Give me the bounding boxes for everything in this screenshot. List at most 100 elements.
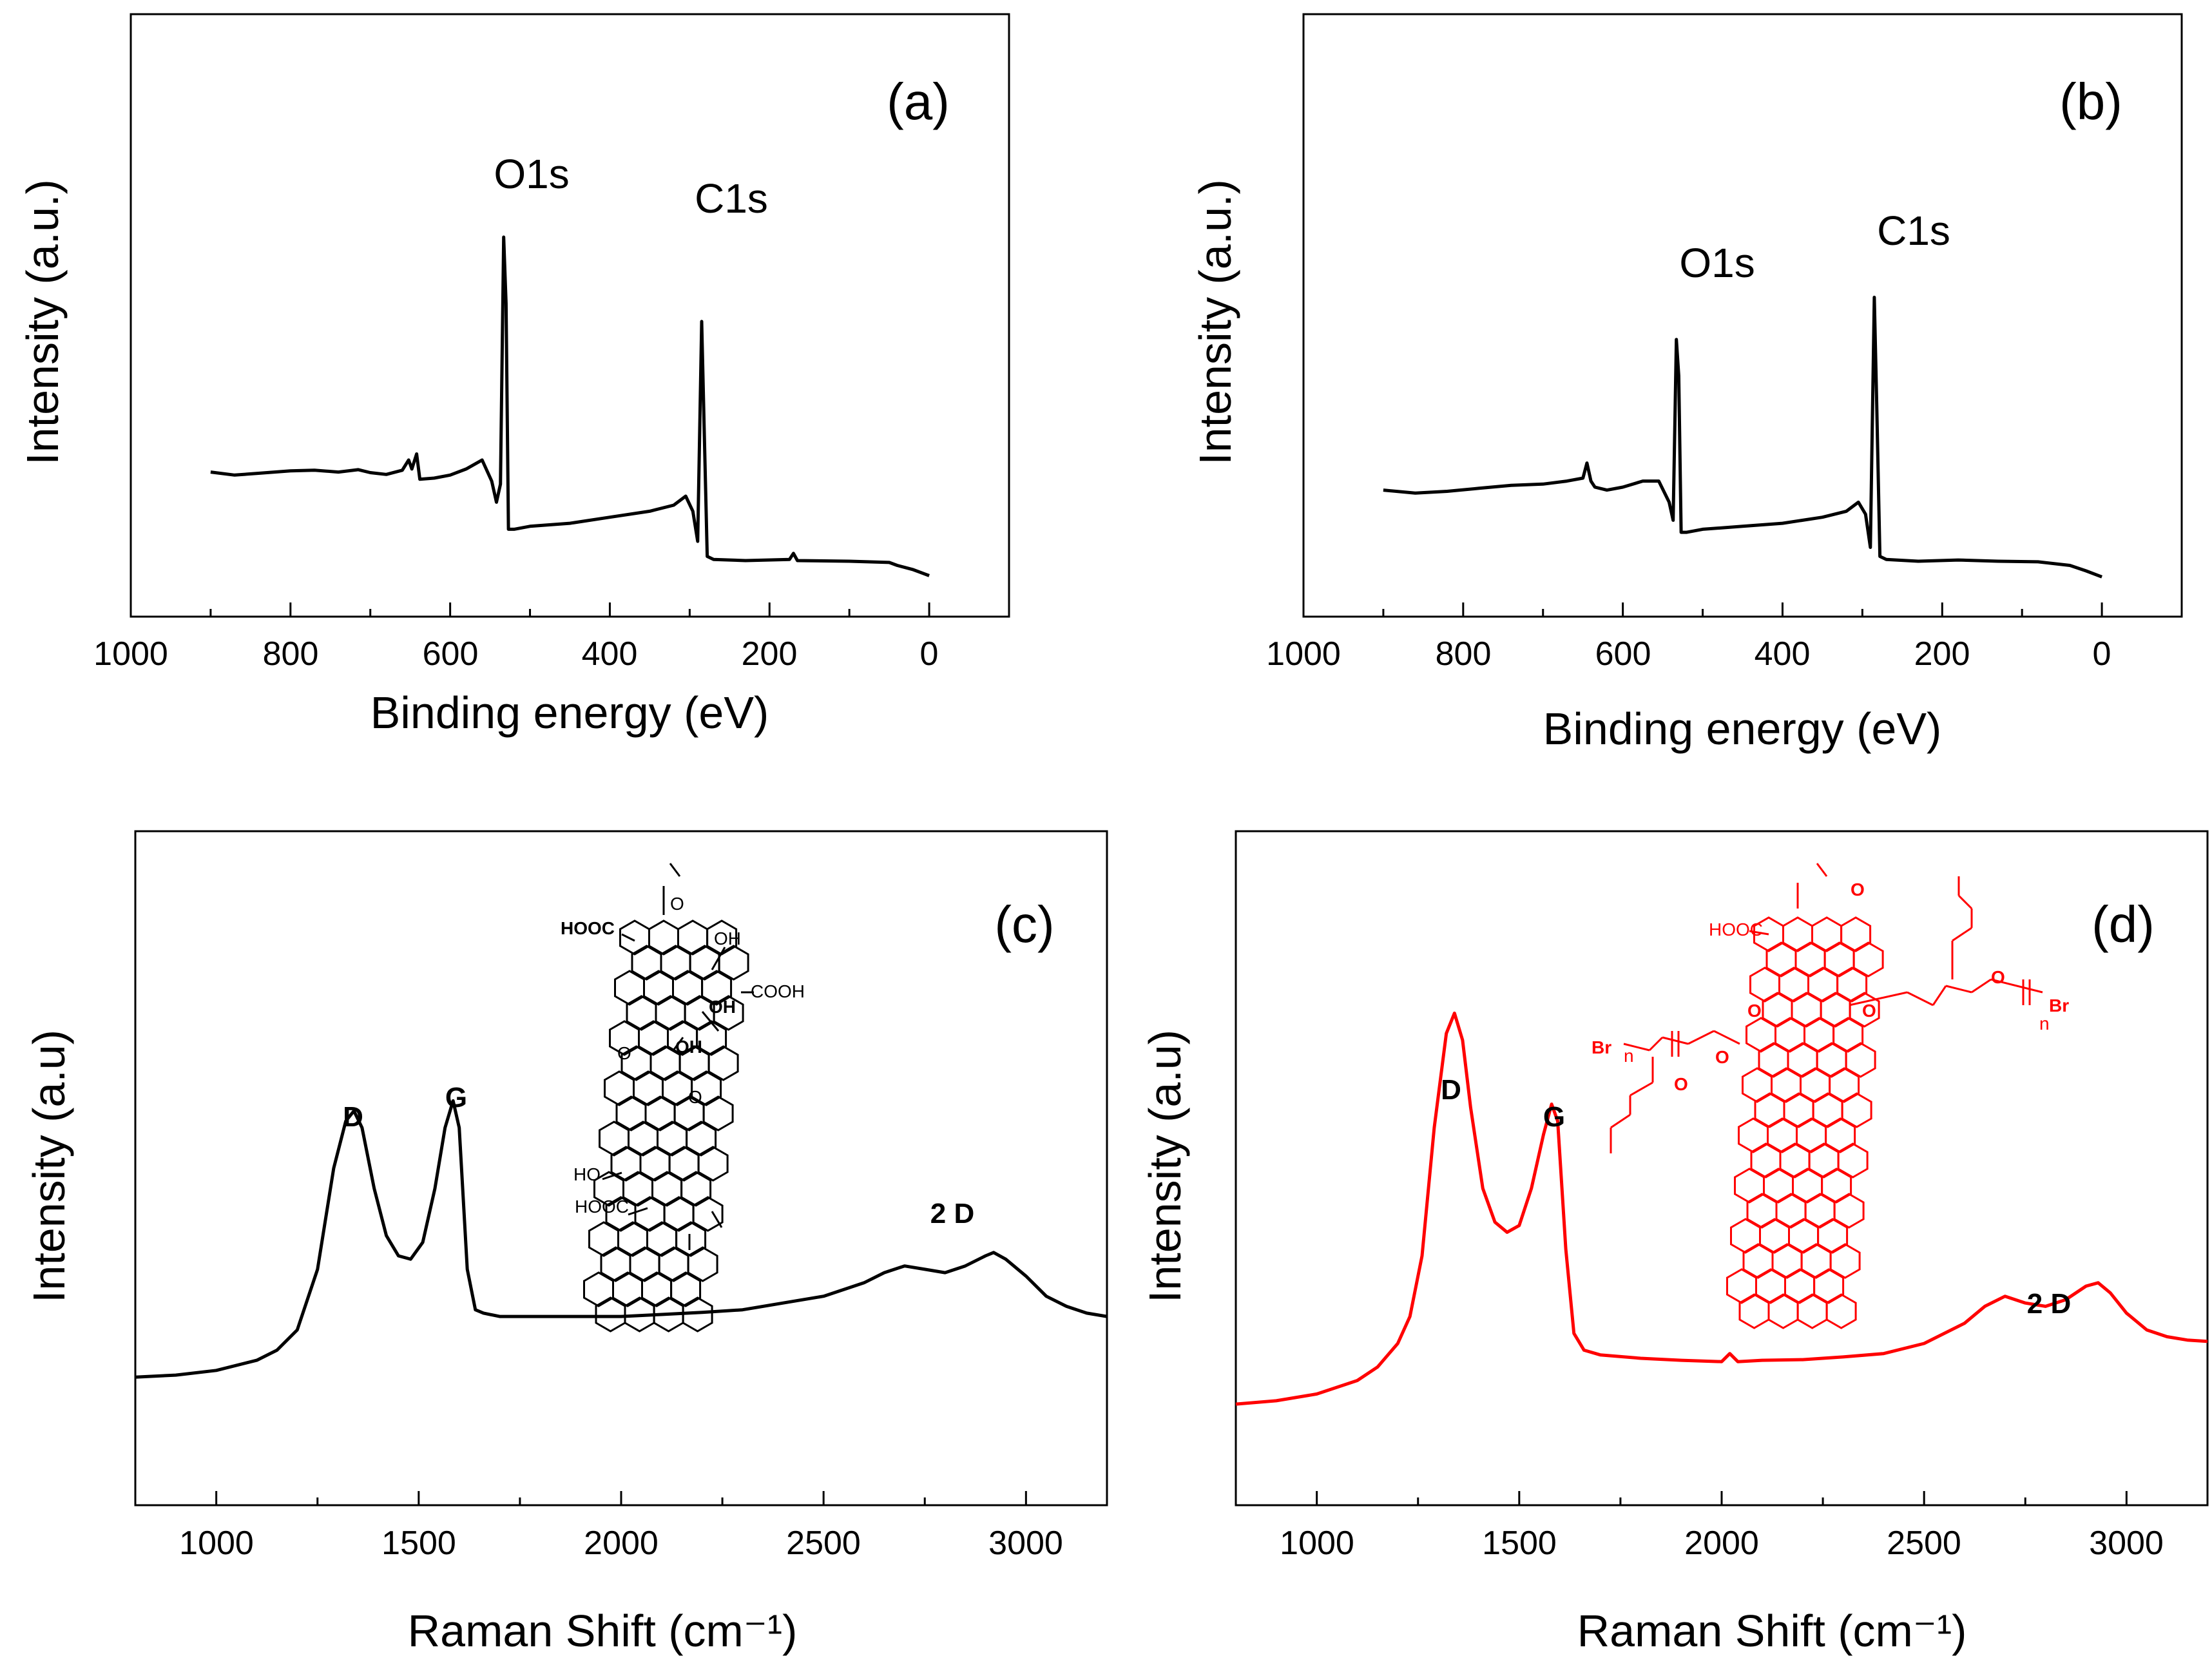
structure-label: O (617, 1043, 631, 1063)
x-tick-label: 200 (1914, 635, 1970, 673)
x-tick-label: 400 (1755, 635, 1811, 673)
ring-hexagon (1833, 1193, 1865, 1229)
ring-hexagon (682, 1296, 713, 1333)
x-tick-label: 2000 (584, 1525, 659, 1562)
x-tick-label: 1000 (179, 1525, 254, 1562)
ring-hexagon (691, 1070, 722, 1106)
x-tick-label: 800 (263, 635, 319, 673)
peak-label-g: G (445, 1082, 467, 1113)
bond-line (1816, 863, 1828, 877)
structure-label: O (688, 1087, 702, 1107)
structure-label: O (1851, 880, 1865, 900)
bond-line (1630, 1081, 1653, 1097)
bond-line (1610, 1113, 1631, 1129)
bond-line (1932, 985, 1947, 1006)
bond-line (628, 1207, 648, 1216)
peak-label-c1s: C1s (695, 175, 768, 222)
bond-line (701, 1011, 720, 1032)
x-ticks (130, 602, 1010, 617)
ring-hexagon (1813, 1268, 1845, 1304)
bond-line (1749, 930, 1769, 936)
bond-line (1648, 1036, 1664, 1052)
x-tick-label: 2500 (1887, 1525, 1961, 1562)
bond-line (1623, 1043, 1650, 1052)
structure-label: O (1991, 967, 2005, 987)
structure-label: O (1715, 1047, 1729, 1067)
panel-label: (a) (887, 73, 950, 130)
bond-line (1952, 927, 1972, 942)
x-tick-label: 1500 (1482, 1525, 1557, 1562)
bond-line (1849, 991, 1908, 1006)
ring-hexagon (701, 970, 733, 1006)
ring-hexagon (1829, 1067, 1860, 1103)
x-tick-label: 2500 (786, 1525, 861, 1562)
structure-label: OH (709, 997, 736, 1017)
bond-line (1688, 1030, 1715, 1045)
y-axis-title: Intensity (a.u.) (17, 179, 68, 465)
peak-label-o1s: O1s (1679, 240, 1755, 286)
peak-label-2d: 2 D (930, 1198, 974, 1229)
ring-hexagon (1821, 1168, 1852, 1204)
panel-b: 1000 800 600 400 200 0 Binding energy (e… (1190, 13, 2183, 754)
structure-label: O (1862, 1001, 1876, 1021)
bond-line (602, 1171, 622, 1180)
structure-label: O (1747, 1001, 1762, 1021)
x-tick-label: 200 (742, 635, 798, 673)
ring-hexagon (696, 1020, 727, 1056)
panel-label: (d) (2092, 896, 2155, 953)
x-ticks (215, 1491, 1027, 1505)
ring-hexagon (1837, 1142, 1869, 1179)
y-axis-title: Intensity (a.u) (24, 1030, 74, 1303)
x-tick-label: 400 (582, 635, 638, 673)
x-ticks (1316, 1491, 2128, 1505)
ring-hexagon (686, 1121, 717, 1157)
x-axis-title: Raman Shift (cm⁻¹) (408, 1606, 798, 1656)
bond-line (672, 1037, 684, 1051)
bond-line (1957, 894, 1973, 910)
ring-hexagon (1829, 1243, 1861, 1279)
x-tick-label: 800 (1436, 635, 1492, 673)
bond-line (1971, 978, 1992, 994)
structure-label: OH (675, 1037, 702, 1057)
ring-hexagon (680, 1171, 712, 1207)
panel-a: 1000 800 600 400 200 0 Binding energy (e… (17, 13, 1010, 738)
ring-hexagon (1832, 1017, 1864, 1053)
structure-label: OH (714, 929, 741, 948)
ring-hexagon (675, 1221, 707, 1257)
x-tick-label: 1000 (1266, 635, 1341, 673)
structure-label: COOH (751, 981, 805, 1001)
panel-label: (c) (994, 896, 1054, 953)
structure-label: HOOC (561, 918, 615, 938)
x-axis-title: Binding energy (eV) (1543, 704, 1942, 754)
ring-hexagon (702, 1095, 734, 1131)
bond-line (1945, 985, 1972, 994)
peak-label-d: D (1441, 1074, 1461, 1106)
ring-hexagon (1836, 967, 1868, 1003)
structure-label: O (1674, 1074, 1688, 1094)
ring-hexagon (713, 995, 744, 1031)
x-tick-label: 2000 (1684, 1525, 1759, 1562)
peak-label-o1s: O1s (494, 151, 569, 197)
x-tick-label: 1000 (1280, 1525, 1354, 1562)
x-tick-label: 0 (2093, 635, 2111, 673)
ring-hexagon (670, 1271, 702, 1307)
peak-label-g: G (1543, 1101, 1565, 1133)
structure-label: HOOC (575, 1197, 629, 1217)
peak-label-2d: 2 D (2027, 1288, 2071, 1320)
bond-line (1662, 1036, 1689, 1045)
bond-line (711, 947, 726, 970)
structure-label: Br (1592, 1037, 1611, 1057)
structure-label: HOOC (1709, 919, 1763, 939)
x-tick-label: 1500 (381, 1525, 456, 1562)
ring-hexagon (1825, 1293, 1857, 1329)
x-tick-label: 1000 (93, 635, 168, 673)
bond-line (1713, 1030, 1740, 1045)
x-tick-label: 3000 (2089, 1525, 2164, 1562)
ring-hexagon (1845, 1042, 1876, 1078)
peak-label-c1s: C1s (1877, 207, 1950, 254)
bond-line (711, 1211, 723, 1228)
peak-label-d: D (343, 1101, 363, 1133)
bond-line (1907, 991, 1934, 1006)
structure-label: n (2039, 1014, 2050, 1034)
